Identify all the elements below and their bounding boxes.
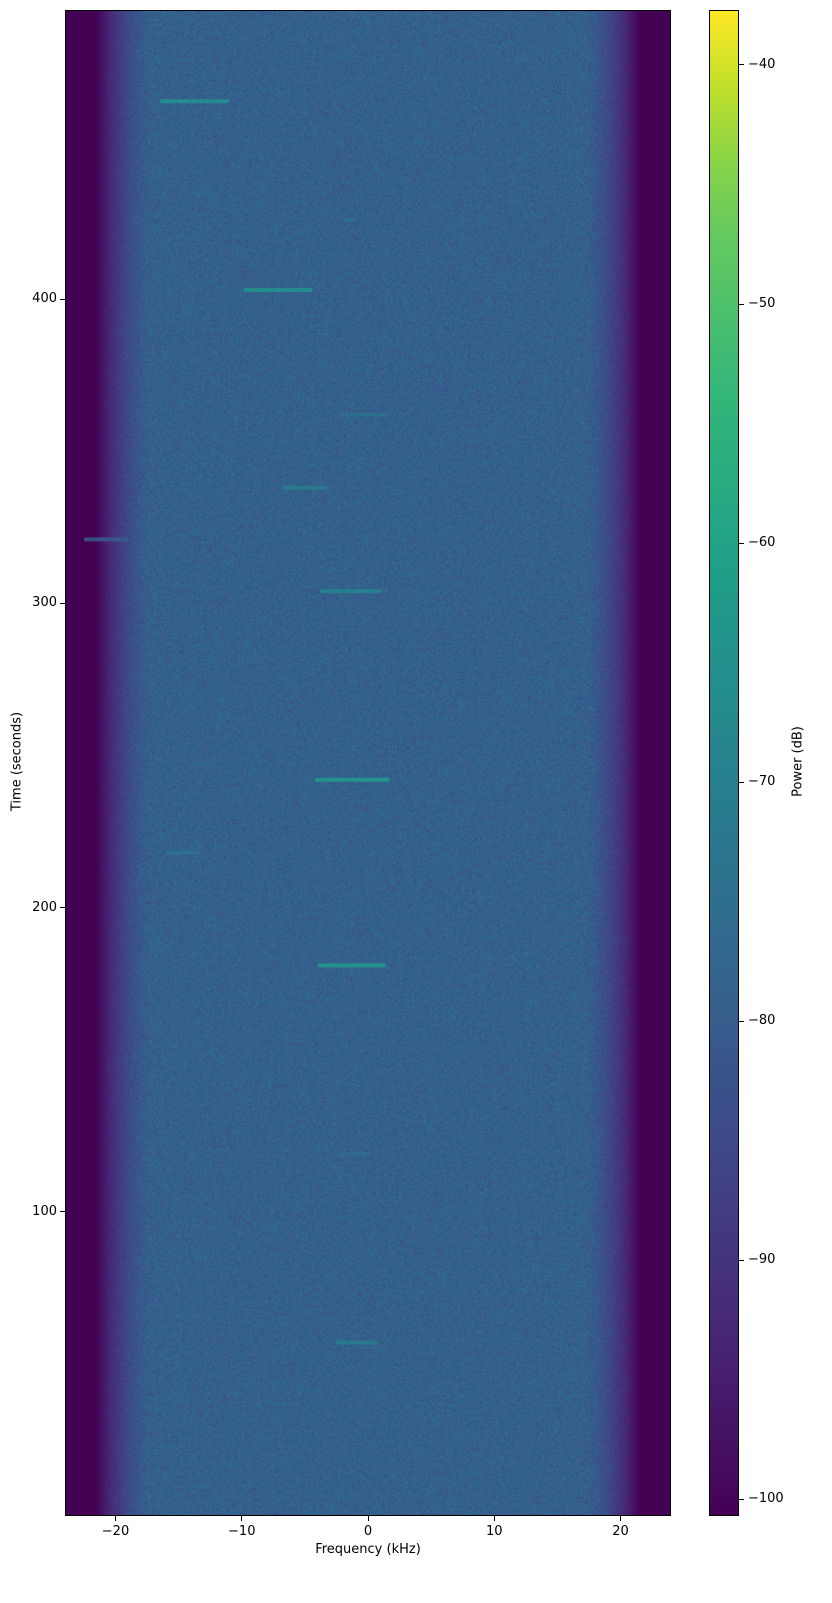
x-tick-mark [494, 1516, 495, 1521]
colorbar-label: Power (dB) [791, 722, 806, 802]
signal-burst-5 [84, 537, 128, 541]
y-tick-label: 200 [32, 900, 57, 915]
y-tick-mark [60, 603, 65, 604]
signal-burst-0 [160, 99, 229, 103]
x-tick-mark [115, 1516, 116, 1521]
y-tick-mark [60, 299, 65, 300]
signal-bursts [65, 10, 671, 1516]
colorbar-tick-label: −70 [748, 774, 775, 789]
x-tick-label: 0 [364, 1524, 372, 1539]
y-tick-label: 100 [32, 1204, 57, 1219]
y-tick-mark [60, 1211, 65, 1212]
signal-burst-1 [343, 218, 356, 222]
colorbar-tick-label: −90 [748, 1252, 775, 1267]
signal-burst-8 [166, 851, 200, 855]
signal-burst-7 [315, 778, 389, 782]
colorbar-tick-label: −40 [748, 57, 775, 72]
colorbar-tick-mark [739, 782, 744, 783]
y-tick-mark [60, 907, 65, 908]
y-axis-label: Time (seconds) [10, 710, 25, 814]
colorbar-tick-label: −100 [748, 1491, 784, 1506]
colorbar-tick-mark [739, 304, 744, 305]
y-tick-label: 300 [32, 595, 57, 610]
signal-burst-4 [282, 486, 327, 490]
x-tick-label: 20 [612, 1524, 629, 1539]
x-tick-label: 10 [486, 1524, 503, 1539]
colorbar-tick-mark [739, 64, 744, 65]
signal-burst-3 [340, 413, 387, 417]
colorbar [709, 10, 739, 1516]
x-axis-label: Frequency (kHz) [315, 1542, 421, 1557]
x-tick-mark [368, 1516, 369, 1521]
spectrogram-plot-area [65, 10, 671, 1516]
colorbar-tick-mark [739, 543, 744, 544]
signal-burst-11 [335, 1341, 378, 1345]
signal-burst-10 [340, 1152, 370, 1156]
colorbar-tick-label: −50 [748, 296, 775, 311]
colorbar-tick-mark [739, 1021, 744, 1022]
colorbar-tick-mark [739, 1260, 744, 1261]
colorbar-tick-mark [739, 1499, 744, 1500]
x-tick-mark [241, 1516, 242, 1521]
colorbar-tick-label: −60 [748, 535, 775, 550]
x-tick-label: −20 [102, 1524, 129, 1539]
signal-burst-2 [243, 288, 312, 292]
signal-burst-9 [318, 963, 386, 967]
y-tick-label: 400 [32, 291, 57, 306]
signal-burst-6 [320, 589, 382, 593]
colorbar-tick-label: −80 [748, 1013, 775, 1028]
x-tick-mark [620, 1516, 621, 1521]
x-tick-label: −10 [228, 1524, 255, 1539]
